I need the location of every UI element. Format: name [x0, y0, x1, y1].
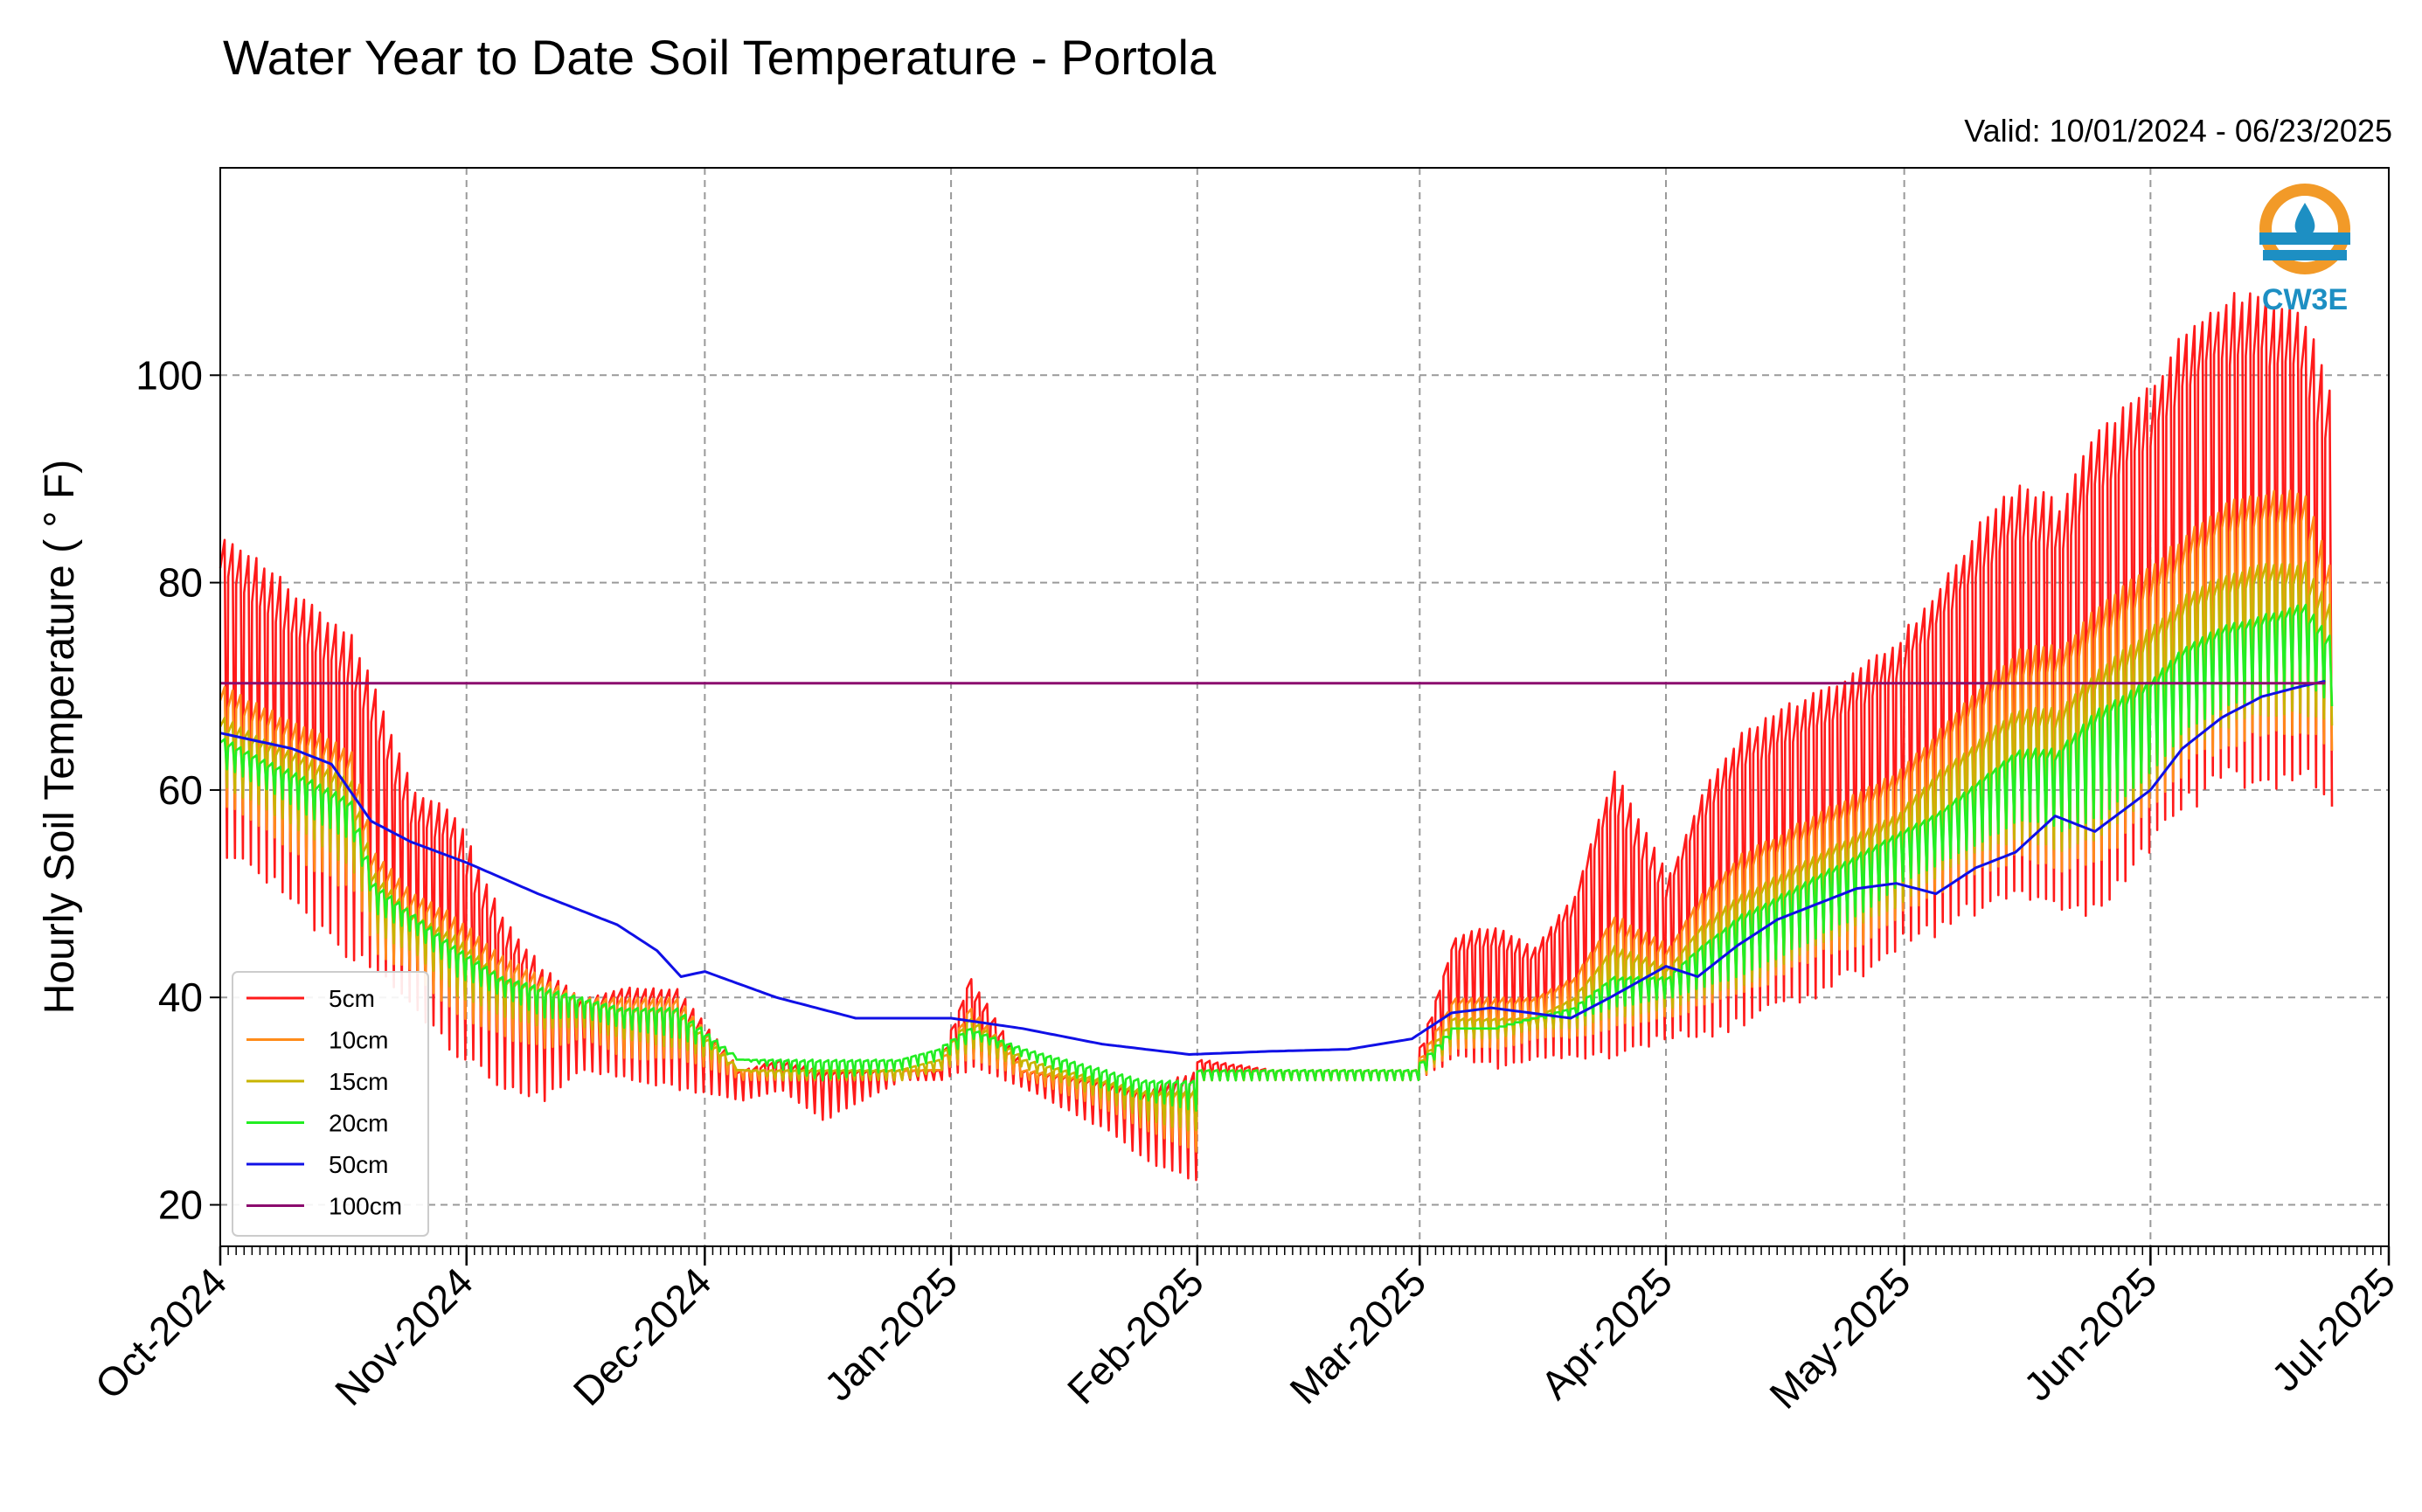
x-tick-label: Jan-2025 [815, 1259, 966, 1409]
x-tick-label: Oct-2024 [87, 1259, 236, 1408]
y-tick-label: 20 [158, 1183, 203, 1228]
series-layer [219, 291, 2334, 1182]
y-tick-label: 80 [158, 560, 203, 606]
x-tick-label: May-2025 [1760, 1259, 1919, 1417]
x-tick-label: Mar-2025 [1280, 1259, 1434, 1412]
legend-box [232, 971, 429, 1237]
chart-title: Water Year to Date Soil Temperature - Po… [223, 30, 1217, 85]
y-tick-label: 60 [158, 767, 203, 813]
x-tick-label: Jun-2025 [2015, 1259, 2165, 1409]
x-tick-label: Apr-2025 [1531, 1259, 1681, 1408]
x-tick-label: Jul-2025 [2263, 1259, 2405, 1400]
legend-label-50cm: 50cm [329, 1151, 388, 1178]
x-tick-label: Dec-2024 [565, 1259, 720, 1414]
x-tick-label: Feb-2025 [1058, 1259, 1212, 1412]
series-line-50cm [219, 679, 2326, 1056]
legend-label-5cm: 5cm [329, 985, 375, 1012]
logo-wave-2 [2263, 250, 2347, 260]
y-axis-label: Hourly Soil Temperature ( ° F) [37, 460, 83, 1015]
plot-frame [219, 167, 2390, 1247]
x-tick-label: Nov-2024 [326, 1259, 482, 1414]
water-drop-icon [2294, 203, 2315, 239]
series-line-20cm [219, 603, 2334, 1113]
legend-label-100cm: 100cm [329, 1193, 402, 1220]
cw3e-logo: CW3E [2259, 184, 2350, 316]
y-tick-label: 100 [135, 352, 203, 398]
y-tick-label: 40 [158, 974, 203, 1020]
logo-text: CW3E [2262, 283, 2348, 316]
legend-label-10cm: 10cm [329, 1027, 388, 1054]
legend-label-15cm: 15cm [329, 1068, 388, 1095]
axes: 20 40 60 80 100 Oct-2024 Nov-2024 Dec-2024 Jan-2… [87, 167, 2405, 1418]
legend-label-20cm: 20cm [329, 1110, 388, 1137]
legend: 5cm 10cm 15cm 20cm 50cm 100cm [232, 971, 429, 1237]
chart-subtitle: Valid: 10/01/2024 - 06/23/2025 [1964, 113, 2392, 149]
